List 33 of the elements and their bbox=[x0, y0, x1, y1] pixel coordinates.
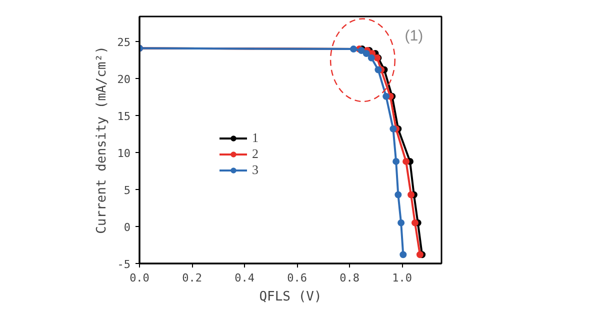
point bbox=[350, 46, 358, 53]
point bbox=[394, 191, 402, 198]
y-tick-label: 25 bbox=[117, 36, 131, 50]
y-tick-label: 0 bbox=[124, 221, 130, 234]
legend-label: 1 bbox=[252, 130, 260, 146]
legend-label: 3 bbox=[252, 162, 260, 178]
y-tick-label: 20 bbox=[117, 73, 131, 86]
point bbox=[390, 125, 397, 132]
x-tick-label: 0.6 bbox=[287, 272, 308, 284]
annotation: (1) bbox=[404, 28, 424, 45]
x-tick-label: 0.4 bbox=[234, 272, 255, 284]
point bbox=[408, 191, 415, 198]
y-tick-label: -5 bbox=[117, 258, 131, 271]
y-axis-title: Current density (mA/cm²) bbox=[94, 46, 110, 234]
point bbox=[374, 66, 382, 74]
point bbox=[402, 158, 410, 165]
point bbox=[398, 219, 405, 226]
x-axis-title: QFLS (V) bbox=[259, 290, 322, 304]
point bbox=[362, 50, 370, 57]
point bbox=[392, 158, 400, 165]
y-tick-label: 5 bbox=[124, 184, 130, 198]
point bbox=[411, 219, 418, 226]
point bbox=[382, 92, 390, 100]
x-tick-label: 0.8 bbox=[340, 272, 360, 284]
x-tick-label: 0.0 bbox=[130, 272, 150, 284]
y-tick-label: 15 bbox=[117, 110, 131, 124]
point bbox=[368, 54, 375, 62]
point bbox=[416, 251, 424, 258]
x-tick-label: 1.0 bbox=[392, 272, 412, 284]
x-tick-label: 0.2 bbox=[182, 272, 202, 284]
legend-label: 2 bbox=[252, 146, 260, 162]
y-tick-label: 10 bbox=[117, 147, 131, 160]
point bbox=[400, 251, 407, 258]
